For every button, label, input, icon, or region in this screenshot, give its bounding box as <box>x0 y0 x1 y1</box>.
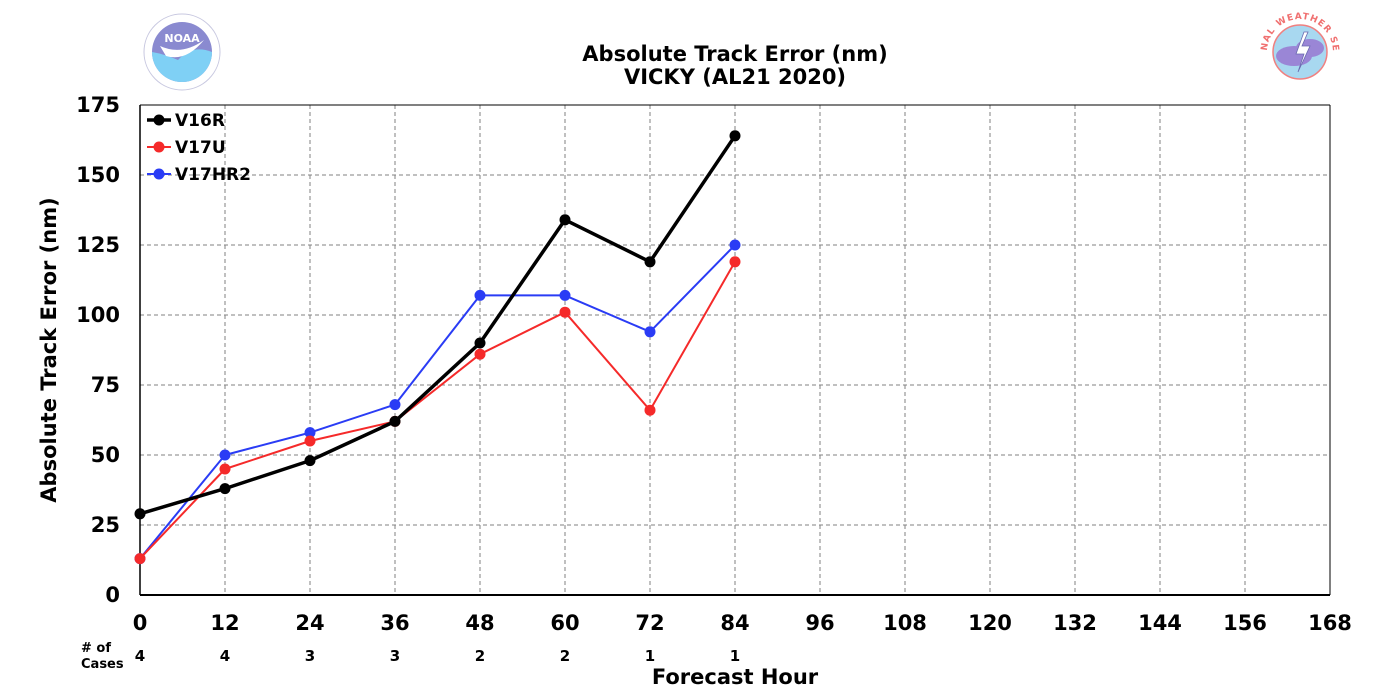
data-point <box>219 449 231 461</box>
legend-marker <box>153 168 165 180</box>
case-count: 2 <box>560 647 570 665</box>
x-tick-label: 144 <box>1138 611 1182 635</box>
case-count: 4 <box>135 647 145 665</box>
case-count: 1 <box>645 647 655 665</box>
data-point <box>134 553 146 565</box>
data-point <box>559 214 571 226</box>
legend-marker <box>153 141 165 153</box>
data-point <box>729 256 741 268</box>
y-axis-label: Absolute Track Error (nm) <box>37 197 61 502</box>
data-point <box>389 415 401 427</box>
legend: V16R V17U V17HR2 <box>147 111 251 185</box>
series-line <box>139 244 736 560</box>
series-line <box>139 261 736 560</box>
noaa-logo-icon: NOAA <box>143 13 221 91</box>
legend-label: V16R <box>175 111 225 131</box>
svg-text:NOAA: NOAA <box>164 32 200 45</box>
data-point <box>304 455 316 467</box>
axes <box>139 104 1331 596</box>
legend-marker <box>153 114 165 126</box>
chart-subtitle: VICKY (AL21 2020) <box>624 65 846 89</box>
grid <box>140 105 1330 595</box>
nws-logo-icon: NATIONAL WEATHER SERVICE <box>1260 12 1339 90</box>
y-tick-label: 0 <box>105 583 120 607</box>
cases-label-line2: Cases <box>81 657 124 672</box>
data-point <box>474 337 486 349</box>
y-tick-label: 25 <box>91 513 120 537</box>
chart-title: Absolute Track Error (nm) <box>582 42 887 66</box>
legend-entry-v17hr2: V17HR2 <box>147 165 251 185</box>
x-axis-label: Forecast Hour <box>652 665 819 689</box>
tick-labels: 0 12 24 36 48 60 72 84 96 108 120 132 144 156 168 0 25 50… <box>76 93 1352 635</box>
case-count: 3 <box>305 647 315 665</box>
case-count: 2 <box>475 647 485 665</box>
x-tick-label: 156 <box>1223 611 1267 635</box>
data-point <box>304 435 316 447</box>
x-tick-label: 96 <box>805 611 834 635</box>
case-count: 3 <box>390 647 400 665</box>
data-point <box>559 306 571 318</box>
x-tick-label: 168 <box>1308 611 1352 635</box>
legend-label: V17U <box>175 138 226 158</box>
y-tick-label: 150 <box>76 163 120 187</box>
data-point <box>219 483 231 495</box>
x-tick-label: 12 <box>210 611 239 635</box>
data-point <box>644 326 656 338</box>
legend-label: V17HR2 <box>175 165 251 185</box>
data-point <box>219 463 231 475</box>
legend-entry-v16r: V16R <box>147 111 225 131</box>
series <box>134 130 741 565</box>
y-tick-label: 100 <box>76 303 120 327</box>
data-point <box>389 399 401 411</box>
x-tick-label: 108 <box>883 611 927 635</box>
data-point <box>474 289 486 301</box>
x-tick-label: 0 <box>133 611 148 635</box>
x-tick-label: 24 <box>295 611 324 635</box>
data-point <box>729 239 741 251</box>
y-tick-label: 175 <box>76 93 120 117</box>
legend-entry-v17u: V17U <box>147 138 226 158</box>
x-tick-label: 72 <box>635 611 664 635</box>
data-point <box>644 256 656 268</box>
case-counts: 4 4 3 3 2 2 1 1 <box>135 647 740 665</box>
data-point <box>644 404 656 416</box>
series-v16r <box>134 130 741 520</box>
x-tick-label: 84 <box>720 611 749 635</box>
data-point <box>304 427 316 439</box>
y-tick-label: 125 <box>76 233 120 257</box>
case-count: 1 <box>730 647 740 665</box>
data-point <box>729 130 741 142</box>
data-point <box>474 348 486 360</box>
x-tick-label: 36 <box>380 611 409 635</box>
case-count: 4 <box>220 647 230 665</box>
series-line <box>139 134 737 516</box>
y-tick-label: 50 <box>91 443 120 467</box>
x-tick-label: 48 <box>465 611 494 635</box>
cases-label-line1: # of <box>81 641 111 656</box>
y-tick-label: 75 <box>91 373 120 397</box>
x-tick-label: 120 <box>968 611 1012 635</box>
x-tick-label: 132 <box>1053 611 1097 635</box>
data-point <box>559 289 571 301</box>
x-tick-label: 60 <box>550 611 579 635</box>
data-point <box>134 508 146 520</box>
